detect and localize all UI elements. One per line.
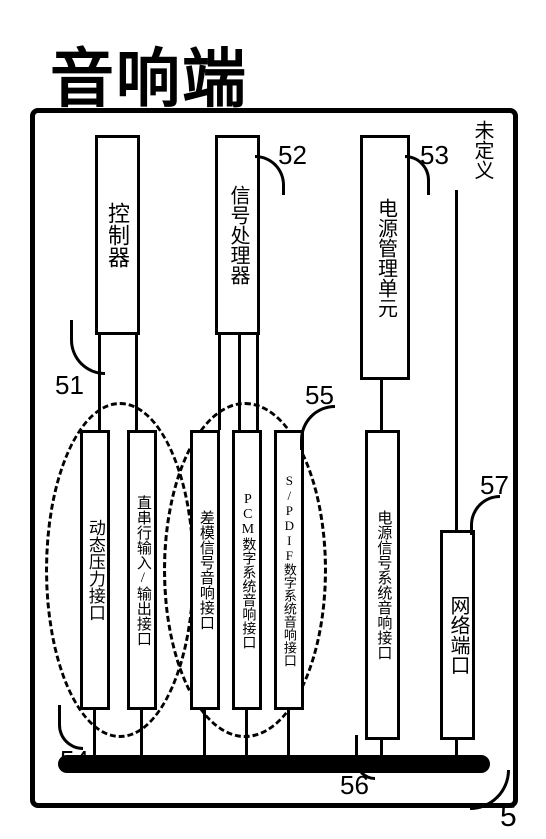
page-title: 音响端	[50, 28, 248, 120]
spdif-box: S/PDIF数字系统音响接口	[274, 430, 304, 710]
spdif-label: S/PDIF数字系统音响接口	[282, 473, 296, 667]
ref-52: 52	[278, 140, 307, 171]
diff-audio-box: 差模信号音响接口	[190, 430, 220, 710]
conn-55c	[287, 710, 290, 758]
sigproc-label: 信号处理器	[227, 185, 248, 285]
conn-56	[380, 740, 383, 758]
serial-io-box: 直串行输入/输出接口	[127, 430, 157, 710]
power-if-label: 电源信号系统音响接口	[375, 510, 391, 660]
undefined-leader	[455, 190, 458, 530]
controller-box: 控制器	[95, 135, 140, 335]
conn-57	[455, 740, 458, 758]
power-if-box: 电源信号系统音响接口	[365, 430, 400, 740]
conn-pmu-a	[380, 380, 383, 430]
conn-54a	[93, 710, 96, 758]
ref-51: 51	[55, 370, 84, 401]
diagram-root: 音响端 未定义 控制器 信号处理器 电源管理单元 动态压力接口 直串行输入/输出…	[0, 0, 546, 839]
conn-55a	[203, 710, 206, 758]
ref-54: 54	[60, 745, 89, 776]
nw-if-box: 网络端口	[440, 530, 475, 740]
conn-54b	[140, 710, 143, 758]
conn-55b	[245, 710, 248, 758]
controller-label: 控制器	[106, 202, 129, 268]
undefined-label: 未定义	[468, 120, 497, 180]
pmu-box: 电源管理单元	[360, 135, 410, 380]
ref-5: 5	[500, 800, 517, 834]
dyn-pressure-box: 动态压力接口	[80, 430, 110, 710]
serial-io-label: 直串行输入/输出接口	[134, 495, 150, 646]
bus-bar	[58, 755, 490, 773]
pcm-label: PCM数字系统音响接口	[240, 492, 255, 649]
pcm-box: PCM数字系统音响接口	[232, 430, 262, 710]
sigproc-box: 信号处理器	[215, 135, 260, 335]
diff-audio-label: 差模信号音响接口	[197, 510, 213, 630]
nw-if-label: 网络端口	[447, 595, 468, 675]
pmu-label: 电源管理单元	[375, 198, 396, 318]
dyn-pressure-label: 动态压力接口	[86, 519, 104, 621]
